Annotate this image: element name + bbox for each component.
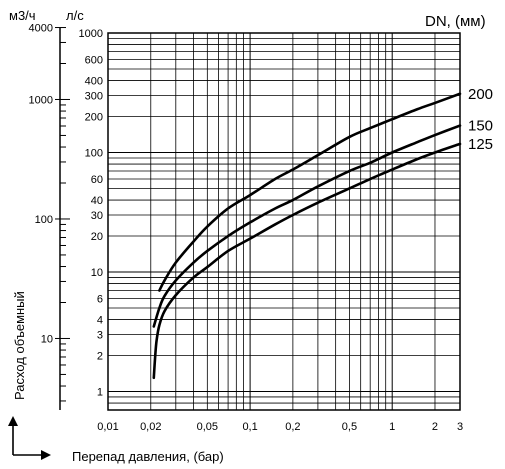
y-tick-label: 200: [85, 112, 103, 124]
y-tick-label: 40: [91, 195, 103, 207]
series-line-dn150: [152, 124, 462, 328]
y-tick-label: 6: [97, 294, 103, 306]
series-label-dn150: 150: [468, 118, 493, 135]
m3h-axis: 10 100 1000 4000: [29, 23, 70, 410]
y-tick-label: 20: [91, 231, 103, 243]
series-curves: [152, 92, 462, 380]
x-tick-label: 3: [457, 421, 463, 433]
x-tick-label: 0,05: [197, 421, 218, 433]
m3h-tick-label: 4000: [29, 23, 53, 35]
x-tick-label: 0,02: [140, 421, 161, 433]
x-tick-label: 1: [389, 421, 395, 433]
plot-frame: [107, 32, 461, 411]
m3h-tick-label: 10: [41, 333, 53, 345]
y-tick-label: 1: [97, 386, 103, 398]
y-axis-label: Расход объемный: [12, 291, 27, 400]
grid-lines: [107, 32, 461, 411]
series-line-dn125: [152, 142, 462, 380]
y-tick-label: 60: [91, 174, 103, 186]
x-axis-label: Перепад давления, (бар): [72, 449, 224, 464]
y-tick-label: 10: [91, 267, 103, 279]
y-tick-label: 1000: [79, 28, 103, 40]
y-tick-label: 3: [97, 329, 103, 341]
series-line-dn200: [158, 92, 462, 292]
y-tick-label: 30: [91, 210, 103, 222]
y-tick-labels-ls: 1 2 3 4 6 10 20 30 40 60 100 200 300 400 600 1000: [79, 28, 103, 398]
m3h-tick-label: 1000: [29, 94, 53, 106]
m3h-tick-label: 100: [35, 214, 53, 226]
legend-title: DN, (мм): [425, 13, 486, 30]
x-tick-label: 0,1: [242, 421, 257, 433]
x-tick-label: 0,01: [97, 421, 118, 433]
y-tick-label: 400: [85, 76, 103, 88]
x-tick-label: 0,2: [285, 421, 300, 433]
x-tick-labels: 0,01 0,02 0,05 0,1 0,2 0,5 1 2 3: [97, 421, 463, 433]
y-tick-label: 600: [85, 55, 103, 67]
y-tick-label: 300: [85, 90, 103, 102]
y-tick-label: 2: [97, 351, 103, 363]
series-label-dn200: 200: [468, 86, 493, 103]
x-tick-label: 2: [432, 421, 438, 433]
left-unit-label: м3/ч: [9, 8, 36, 23]
y-tick-label: 100: [85, 147, 103, 159]
x-tick-label: 0,5: [342, 421, 357, 433]
y-tick-label: 4: [97, 315, 103, 327]
series-label-dn125: 125: [468, 136, 493, 153]
axis-arrows-icon: [8, 416, 51, 460]
right-unit-label: л/с: [66, 8, 84, 23]
